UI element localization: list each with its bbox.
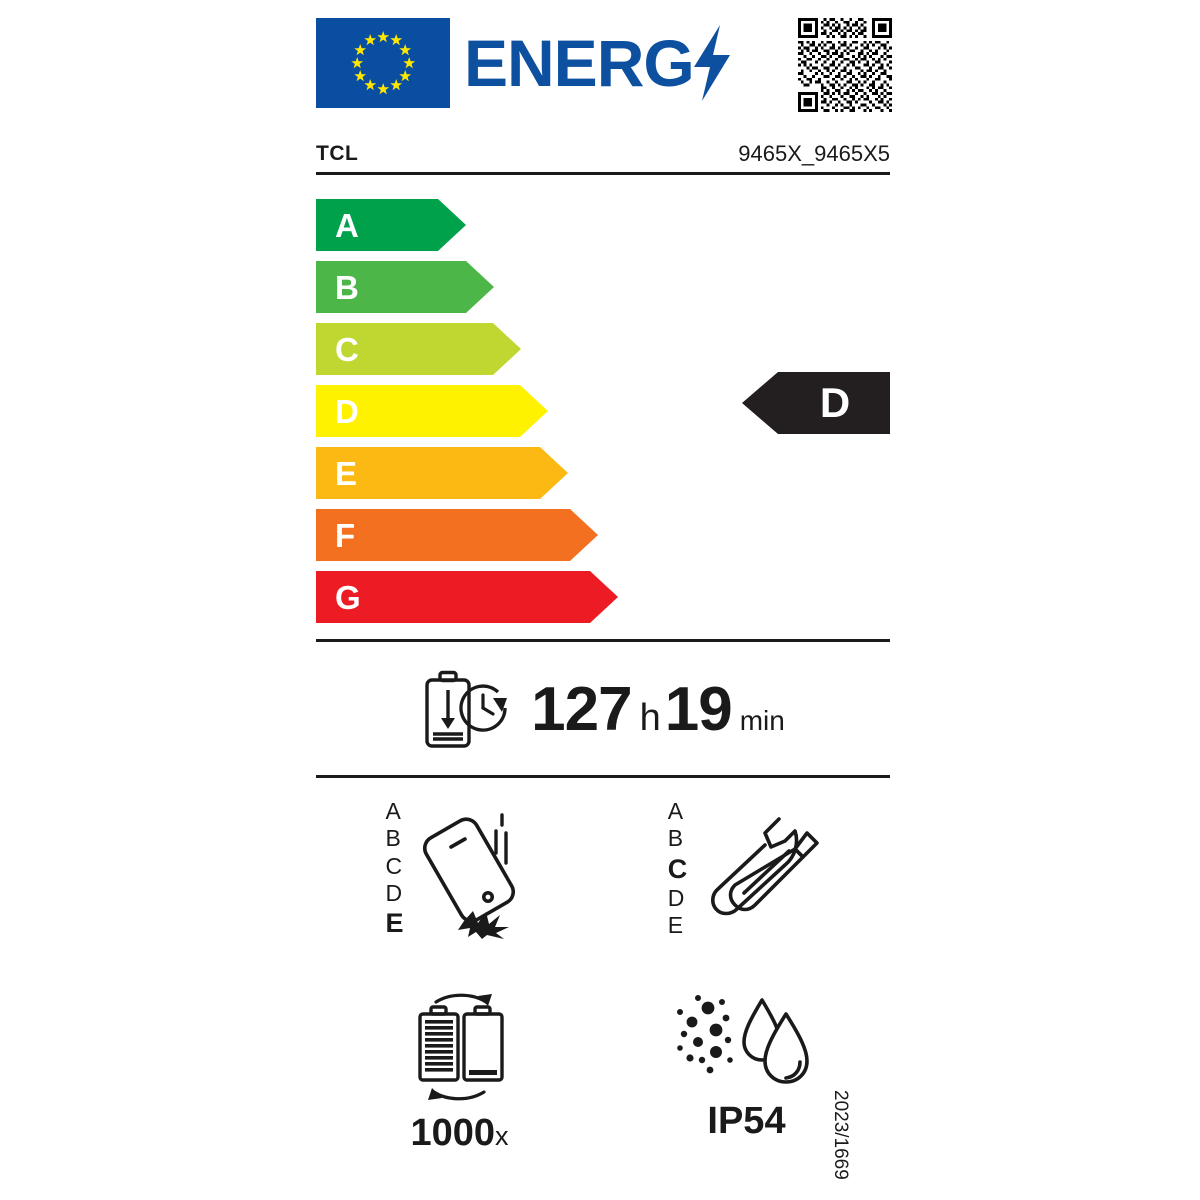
rating-class-letter: D	[819, 379, 851, 426]
scale-letter-b: B	[335, 268, 359, 306]
scale-bar-shape	[316, 509, 598, 561]
battery-clock-icon	[425, 670, 508, 748]
scale-row-d: D	[316, 385, 896, 437]
rating-arrow-shape	[742, 372, 890, 434]
scale-bar-c: C	[316, 323, 521, 375]
drop-resistance-class-c: C	[385, 852, 403, 879]
scale-letter-f: F	[335, 516, 356, 554]
repairability-class-b: B	[667, 825, 684, 852]
falling-phone-icon	[422, 813, 515, 939]
duration-minutes-unit: min	[739, 705, 785, 736]
regulation-reference: 2023/1669	[830, 1090, 851, 1180]
drop-resistance-class-a: A	[385, 798, 401, 824]
battery-cycles-block: 1000x	[316, 990, 603, 1155]
battery-duration-value: 127 h 19 min	[531, 679, 785, 741]
label-header: ENERG	[316, 18, 892, 122]
scale-bar-g: G	[316, 571, 618, 623]
dust-water-icon	[676, 995, 809, 1084]
scale-letter-g: G	[335, 578, 361, 616]
scale-row-g: G	[316, 571, 896, 623]
duration-hours-unit: h	[639, 697, 661, 739]
scale-bar-e: E	[316, 447, 568, 499]
duration-minutes: 19	[664, 675, 733, 744]
scale-row-c: C	[316, 323, 896, 375]
duration-hours: 127	[531, 675, 632, 744]
drop-resistance-class-d: D	[385, 880, 403, 907]
qr-code	[798, 18, 892, 112]
scale-bar-shape	[316, 385, 548, 437]
lightning-bolt-icon	[693, 25, 730, 101]
battery-cycles-value: 1000	[410, 1112, 496, 1154]
european-union-flag	[316, 18, 450, 108]
scale-row-e: E	[316, 447, 896, 499]
battery-cycles-suffix: x	[495, 1121, 509, 1151]
scale-letter-c: C	[335, 330, 359, 368]
scale-letter-e: E	[335, 454, 358, 492]
wrench-screwdriver-icon	[711, 816, 820, 916]
divider-above-battery	[316, 639, 890, 642]
scale-row-b: B	[316, 261, 896, 313]
battery-cycles-caption: 1000x	[410, 1112, 508, 1155]
scale-row-a: A	[316, 199, 896, 251]
scale-bar-d: D	[316, 385, 548, 437]
scale-letter-a: A	[335, 206, 359, 244]
energy-class-indicator: D	[742, 372, 890, 434]
energ-logo: ENERG	[464, 18, 788, 108]
repairability-class-d: D	[667, 884, 685, 911]
divider-above-attributes	[316, 775, 890, 778]
ingress-protection-block: IP54	[603, 990, 890, 1143]
scale-bar-shape	[316, 447, 568, 499]
scale-bar-shape	[316, 199, 466, 251]
ingress-protection-caption: IP54	[707, 1100, 786, 1142]
brand-model-row: TCL 9465X_9465X5	[316, 136, 890, 175]
scale-bar-f: F	[316, 509, 598, 561]
energ-logo-text: ENERG	[464, 26, 695, 100]
supplier-name: TCL	[316, 142, 359, 165]
repairability-class-c: C	[667, 853, 688, 884]
scale-bar-shape	[316, 261, 494, 313]
scale-bar-shape	[316, 571, 618, 623]
scale-bar-a: A	[316, 199, 466, 251]
repairability-class-a: A	[667, 798, 684, 824]
model-identifier: 9465X_9465X5	[738, 141, 890, 166]
scale-letter-d: D	[335, 392, 359, 430]
scale-bar-b: B	[316, 261, 494, 313]
battery-duration-row: 127 h 19 min	[316, 655, 890, 765]
scale-bar-shape	[316, 323, 521, 375]
scale-row-f: F	[316, 509, 896, 561]
battery-cycle-icon	[417, 993, 504, 1101]
drop-resistance-class-e: E	[385, 908, 404, 939]
repairability-class-e: E	[667, 912, 684, 939]
drop-resistance-class-b: B	[385, 825, 401, 852]
